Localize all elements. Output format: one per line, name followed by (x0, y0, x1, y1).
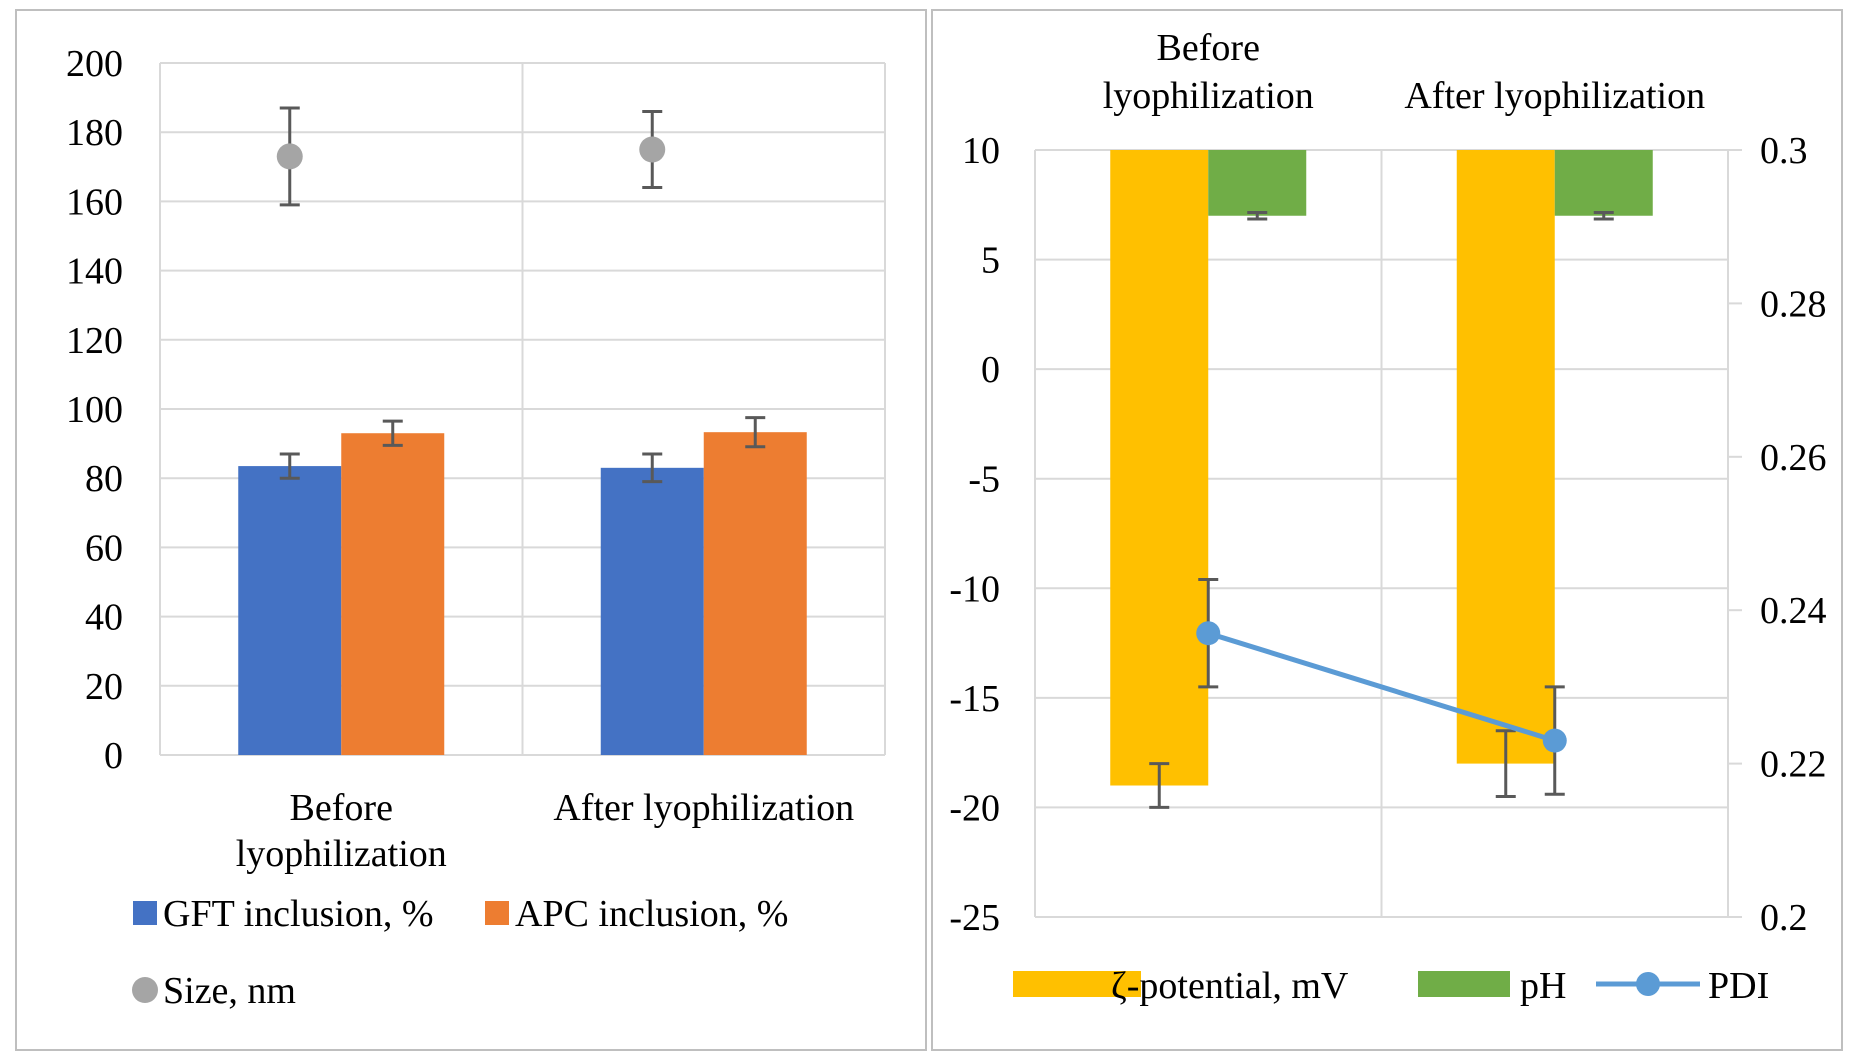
size-point (276, 143, 303, 170)
size-point (639, 136, 666, 163)
legend-gft-label: GFT inclusion, % (163, 893, 434, 935)
y-tick-label: 60 (85, 527, 123, 569)
y-tick-label: 160 (66, 181, 123, 223)
y-tick-label: 40 (85, 597, 123, 639)
legend-zeta-marker (1013, 971, 1141, 997)
right-category-labels: Before lyophilization After lyophilization (1103, 27, 1705, 117)
right-legend: ζ-potential, mV pH PDI (1013, 965, 1769, 1007)
legend-ph-marker (1418, 971, 1510, 997)
error-bar (745, 416, 766, 449)
ph-bar (1554, 150, 1653, 216)
legend-pdi-marker (1636, 972, 1660, 996)
legend-apc-marker (485, 901, 509, 925)
legend-pdi-label: PDI (1708, 965, 1769, 1007)
y-tick-label-right: 0.2 (1760, 897, 1808, 939)
gft-bar (238, 466, 342, 755)
y-tick-label-right: 0.22 (1760, 744, 1827, 786)
y-tick-label-right: 0.24 (1760, 590, 1827, 632)
y-tick-label-left: -25 (949, 897, 1000, 939)
y-tick-label: 0 (104, 735, 123, 777)
zeta-error-bar (1149, 762, 1170, 809)
y-tick-label-left: 5 (981, 240, 1000, 282)
y-tick-label-left: 10 (962, 130, 1000, 172)
zeta-error-bar (1495, 729, 1516, 798)
y-tick-label: 140 (66, 251, 123, 293)
y-tick-label: 80 (85, 458, 123, 500)
y-tick-label: 100 (66, 389, 123, 431)
ph-bar (1208, 150, 1307, 216)
legend-ph-label: pH (1520, 965, 1566, 1007)
y-tick-label: 20 (85, 666, 123, 708)
category-label: After lyophilization (1404, 75, 1705, 117)
error-bar (382, 419, 403, 447)
category-label: Before lyophilization (1103, 27, 1314, 117)
right-left-y-tick-labels: 10 5 0 -5 -10 -15 -20 -25 (949, 130, 1000, 939)
legend-size-marker (132, 977, 158, 1003)
gft-bar (600, 467, 704, 755)
left-legend: GFT inclusion, % APC inclusion, % Size, … (132, 893, 788, 1012)
category-label: Before lyophilization (236, 787, 447, 875)
zeta-bar (1456, 150, 1555, 764)
y-tick-label-right: 0.3 (1760, 130, 1808, 172)
error-bar (279, 452, 300, 480)
right-bars (1110, 150, 1653, 809)
y-tick-label-right: 0.28 (1760, 283, 1827, 325)
error-bar (642, 452, 663, 484)
y-tick-label: 120 (66, 320, 123, 362)
category-label: After lyophilization (553, 787, 854, 829)
y-tick-label: 180 (66, 112, 123, 154)
left-bars (238, 416, 807, 755)
y-tick-label-left: 0 (981, 349, 1000, 391)
left-category-labels: Before lyophilization After lyophilization (236, 787, 854, 875)
y-tick-label-left: -10 (949, 568, 1000, 610)
right-pdi-line (1196, 578, 1567, 796)
left-size-points (276, 106, 666, 207)
y-tick-label-left: -20 (949, 787, 1000, 829)
zeta-bar (1110, 150, 1209, 786)
right-right-y-tick-labels: 0.3 0.28 0.26 0.24 0.22 0.2 (1760, 130, 1827, 939)
y-tick-label-left: -5 (968, 459, 1000, 501)
legend-apc-label: APC inclusion, % (515, 893, 788, 935)
y-tick-label-left: -15 (949, 678, 1000, 720)
left-panel-frame (15, 9, 927, 1051)
y-tick-label-right: 0.26 (1760, 437, 1827, 479)
apc-bar (341, 433, 445, 755)
right-panel-frame (931, 9, 1843, 1051)
legend-size-label: Size, nm (163, 970, 296, 1012)
legend-gft-marker (133, 901, 157, 925)
apc-bar (703, 432, 807, 755)
y-tick-label: 200 (66, 43, 123, 85)
ph-error-bar (1593, 210, 1614, 221)
pdi-point (1196, 621, 1221, 646)
pdi-point (1542, 728, 1567, 753)
ph-error-bar (1247, 210, 1268, 221)
legend-zeta-label: ζ-potential, mV (1111, 965, 1349, 1007)
pdi-series-line (1207, 630, 1556, 743)
